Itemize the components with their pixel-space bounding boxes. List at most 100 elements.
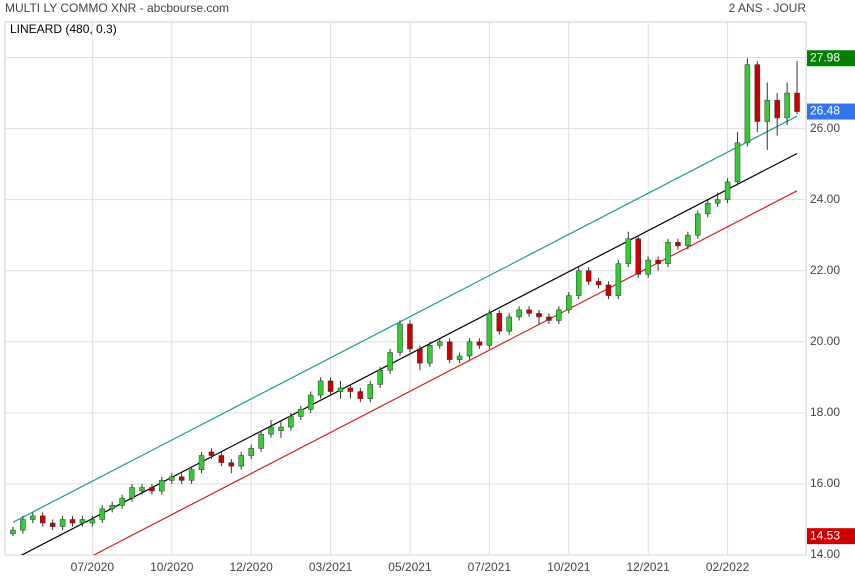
candle-body — [436, 341, 443, 346]
x-tick-label: 10/2021 — [547, 560, 591, 574]
candle-body — [258, 433, 264, 449]
candle-body — [69, 519, 76, 524]
candle-body — [595, 281, 602, 286]
candle-body — [89, 519, 96, 524]
candle-body — [377, 369, 383, 385]
candle-body — [704, 202, 711, 215]
x-tick-label: 05/2021 — [388, 560, 432, 574]
candle-body — [208, 451, 215, 456]
candle-body — [536, 313, 542, 318]
candle-body — [506, 316, 512, 332]
candle-body — [99, 508, 106, 520]
candle-body — [466, 341, 473, 357]
candle-body — [407, 323, 413, 350]
candle-body — [774, 99, 780, 119]
y-tick-label: 20.00 — [810, 334, 840, 348]
candle-body — [496, 313, 503, 332]
plot-layer — [5, 22, 806, 555]
candle-body — [30, 515, 36, 520]
candle-body — [635, 238, 641, 275]
candle-body — [39, 515, 46, 524]
price-label-box — [807, 528, 855, 545]
period-label: 2 ANS - JOUR — [729, 1, 807, 15]
candle-body — [675, 242, 681, 247]
channel-line — [20, 152, 798, 555]
candle-body — [714, 199, 721, 204]
candle-body — [754, 64, 761, 122]
price-label: 26.48 — [810, 104, 840, 118]
candle-body — [625, 238, 632, 264]
candle-body — [486, 313, 493, 346]
candle-body — [298, 409, 304, 417]
candle-body — [764, 99, 771, 122]
candle-body — [49, 522, 56, 527]
price-label: 14.53 — [810, 528, 840, 542]
candle-body — [327, 380, 334, 392]
x-tick-label: 07/2020 — [71, 560, 115, 574]
plot-area — [4, 21, 807, 556]
candle-body — [685, 234, 691, 247]
x-tick-label: 12/2021 — [626, 560, 670, 574]
chart-title: MULTI LY COMMO XNR - abcbourse.com — [5, 1, 229, 15]
candle-body — [615, 263, 622, 296]
candle-body — [566, 295, 572, 311]
candle-body — [605, 284, 612, 296]
candle-body — [734, 142, 741, 183]
candle-body — [307, 394, 314, 410]
candle-body — [317, 380, 324, 396]
candle-body — [79, 519, 86, 524]
candle-body — [744, 64, 751, 144]
candle-body — [397, 323, 403, 353]
candle-body — [655, 259, 661, 264]
price-label: 27.98 — [810, 50, 840, 64]
candle-body — [724, 181, 731, 200]
channel-line — [12, 115, 798, 523]
x-tick-label: 12/2020 — [229, 560, 273, 574]
candle-body — [387, 352, 393, 371]
price-label-box — [807, 103, 855, 120]
candle-body — [149, 487, 155, 492]
candle-body — [695, 213, 701, 236]
candle-body — [665, 242, 671, 264]
candle-body — [59, 519, 66, 527]
candle-body — [119, 497, 125, 506]
x-tick-label: 02/2022 — [706, 560, 750, 574]
indicator-label: LINEARD (480, 0.3) — [10, 22, 117, 36]
candle-body — [367, 384, 374, 399]
candle-body — [456, 355, 463, 360]
candle-body — [228, 462, 235, 467]
candle-body — [575, 270, 582, 296]
y-tick-label: 22.00 — [810, 263, 840, 277]
candle-body — [109, 505, 115, 510]
candle-body — [178, 476, 185, 481]
candle-body — [169, 476, 175, 481]
candle-body — [337, 387, 344, 392]
candle-body — [188, 469, 195, 481]
y-tick-label: 18.00 — [810, 405, 840, 419]
candle-body — [556, 309, 562, 321]
price-label-box — [807, 50, 855, 67]
candle-body — [546, 316, 552, 321]
candle-body — [198, 455, 205, 470]
candle-body — [347, 387, 354, 392]
x-tick-label: 03/2021 — [309, 560, 353, 574]
candle-body — [446, 341, 453, 360]
candle-body — [248, 448, 254, 456]
candle-body — [585, 270, 592, 282]
candle-body — [278, 426, 284, 431]
y-tick-label: 26.00 — [810, 121, 840, 135]
candle-body — [526, 309, 532, 314]
candle-body — [288, 416, 294, 428]
x-tick-label: 10/2020 — [150, 560, 194, 574]
candle-body — [417, 348, 423, 364]
candle-body — [645, 259, 651, 275]
candle-body — [238, 455, 244, 467]
y-tick-label: 24.00 — [810, 192, 840, 206]
candle-body — [794, 92, 800, 112]
candle-body — [357, 391, 364, 399]
candle-body — [139, 487, 145, 492]
y-tick-label: 16.00 — [810, 476, 840, 490]
candle-body — [159, 480, 165, 492]
candle-body — [129, 487, 135, 499]
